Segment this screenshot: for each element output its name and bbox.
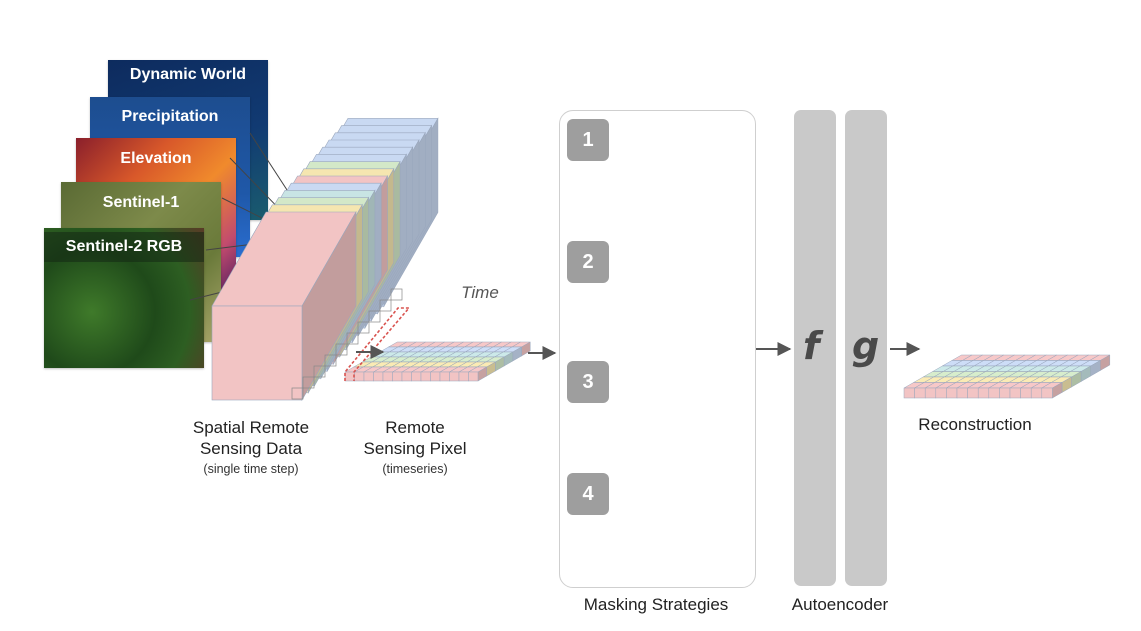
pixel-column-cell — [335, 343, 348, 356]
sentinel-2-rgb-title: Sentinel-2 RGB — [44, 232, 204, 262]
spatial-data-sublabel: (single time step) — [203, 462, 299, 476]
decoder-bar — [845, 110, 887, 586]
time-label: Time — [461, 283, 499, 302]
pixel-label: Remote Sensing Pixel — [363, 418, 467, 458]
strategy-4-badge: 4 — [567, 473, 609, 515]
decoder-letter: g — [852, 324, 880, 368]
pixel-column-cell — [302, 376, 315, 389]
autoencoder-label: Autoencoder — [791, 595, 889, 614]
encoder-letter: f — [803, 324, 820, 368]
reconstruction-slab — [903, 354, 1111, 399]
sentinel-2-rgb-layer: Sentinel-2 RGB — [44, 228, 204, 368]
pixel-column-cell — [313, 365, 326, 378]
pixel-column-cell — [390, 288, 403, 301]
strategy-1-badge: 1 — [567, 119, 609, 161]
elevation-title: Elevation — [120, 150, 192, 167]
pixel-column-cell — [291, 387, 304, 400]
pixel-column-cell — [357, 321, 370, 334]
encoder-bar — [794, 110, 836, 586]
pixel-column-cell — [368, 310, 381, 323]
spatial-slice — [211, 210, 357, 402]
masking-strategies-label: Masking Strategies — [583, 595, 729, 614]
spatial-data-cube — [211, 117, 439, 402]
pixel-column-cell — [346, 332, 359, 345]
pixel-cell — [467, 366, 488, 382]
pixel-column-cell — [379, 299, 392, 312]
strategy-2-badge: 2 — [567, 241, 609, 283]
spatial-data-label: Spatial Remote Sensing Data — [192, 418, 310, 458]
pixel-sublabel: (timeseries) — [382, 462, 448, 476]
reconstruction-cell — [1040, 382, 1063, 399]
reconstruction-label: Reconstruction — [918, 415, 1032, 434]
strategy-3-badge: 3 — [567, 361, 609, 403]
sentinel-1-title: Sentinel-1 — [102, 194, 180, 211]
pixel-highlight — [344, 307, 411, 381]
flow-arrows — [356, 342, 921, 360]
pixel-timeseries-slab — [344, 307, 532, 382]
masking-strategies-box — [559, 110, 756, 588]
dynamic-world-title: Dynamic World — [129, 66, 247, 83]
pixel-column-cell — [324, 354, 337, 367]
precipitation-title: Precipitation — [121, 108, 219, 125]
